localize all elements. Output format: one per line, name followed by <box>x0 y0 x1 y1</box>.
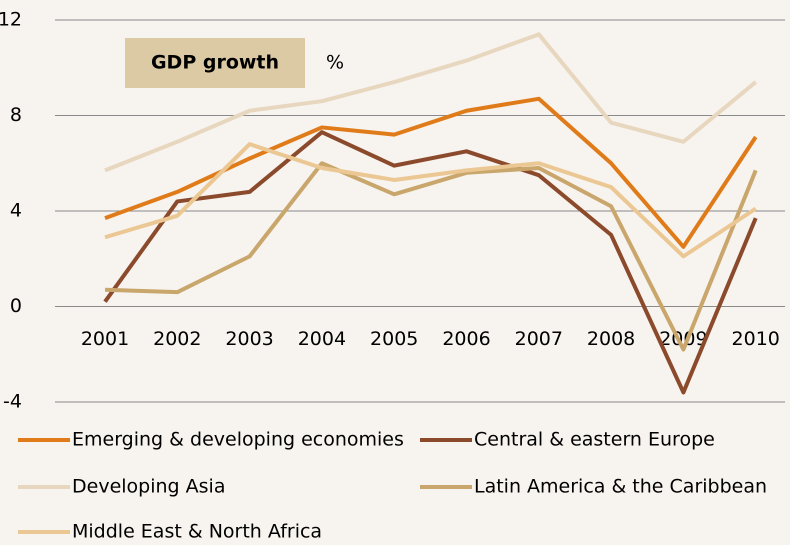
chart-title: GDP growth <box>151 52 279 74</box>
x-tick-label: 2004 <box>298 328 346 350</box>
y-tick-label: 4 <box>10 200 22 222</box>
series-line <box>103 130 758 395</box>
legend-label: Developing Asia <box>72 476 225 498</box>
y-tick-label: 12 <box>0 9 22 31</box>
x-tick-label: 2003 <box>225 328 273 350</box>
x-tick-label: 2001 <box>81 328 129 350</box>
x-tick-label: 2010 <box>732 328 780 350</box>
x-tick-label: 2006 <box>442 328 490 350</box>
series-line <box>104 96 758 249</box>
x-tick-label: 2007 <box>515 328 563 350</box>
legend-label: Middle East & North Africa <box>72 521 322 543</box>
y-tick-label: 8 <box>10 104 22 126</box>
unit-label: % <box>326 52 344 74</box>
legend-label: Latin America & the Caribbean <box>474 476 767 498</box>
y-tick-label: 0 <box>10 295 22 317</box>
y-tick-label: -4 <box>3 391 22 413</box>
legend-label: Central & eastern Europe <box>474 429 715 451</box>
legend-label: Emerging & developing economies <box>72 429 404 451</box>
x-tick-label: 2009 <box>659 328 707 350</box>
title-box <box>125 38 305 88</box>
x-tick-label: 2008 <box>587 328 635 350</box>
series-line <box>104 161 758 352</box>
series-line <box>104 32 757 173</box>
x-tick-label: 2005 <box>370 328 418 350</box>
series-line <box>104 142 757 259</box>
x-tick-label: 2002 <box>153 328 201 350</box>
